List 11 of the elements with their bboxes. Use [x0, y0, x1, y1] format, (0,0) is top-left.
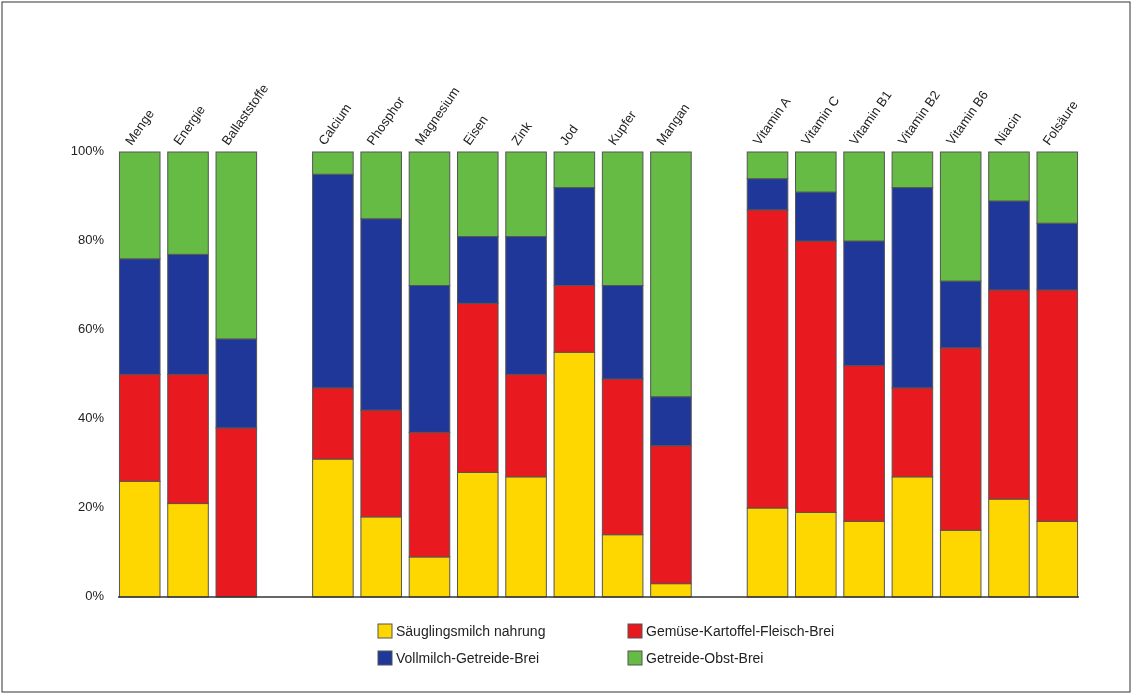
y-tick-label: 60% — [77, 321, 105, 337]
x-tick-label: Jod — [556, 121, 581, 148]
legend-label: Säuglingsmilch nahrung — [396, 622, 546, 639]
y-tick-label: 40% — [77, 410, 105, 426]
y-tick-label: 20% — [77, 499, 105, 515]
legend-label: Vollmilch-Getreide-Brei — [396, 649, 540, 666]
y-tick-label: 100% — [70, 143, 105, 159]
legend-label: Gemüse-Kartoffel-Fleisch-Brei — [646, 622, 835, 639]
legend-label: Getreide-Obst-Brei — [646, 649, 764, 666]
y-tick-label: 80% — [77, 232, 105, 248]
y-tick-label: 0% — [85, 588, 105, 604]
